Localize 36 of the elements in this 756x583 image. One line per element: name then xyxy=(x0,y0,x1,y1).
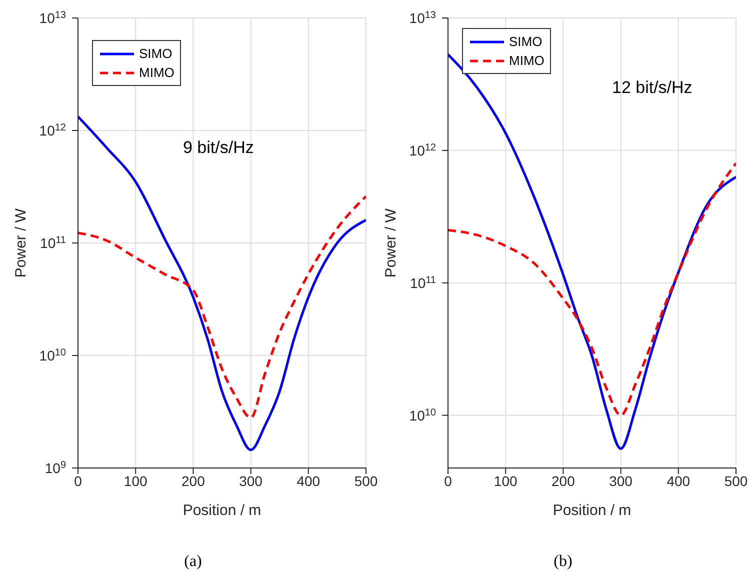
line-series xyxy=(78,115,366,452)
y-tick-label: 10$^{13}$ xyxy=(39,10,66,26)
line-series xyxy=(448,162,736,417)
x-tick-label: 500 xyxy=(354,472,378,489)
x-tick-label: 200 xyxy=(552,472,576,489)
y-tick-label: 10$^{10}$ xyxy=(39,347,66,364)
text: (a) xyxy=(183,553,203,571)
x-axis-title: Position / m xyxy=(182,502,262,519)
text: (b) xyxy=(552,553,574,571)
y-tick-label: 10$^{12}$ xyxy=(409,142,436,158)
y-tick-label: 10$^{9}$ xyxy=(44,460,66,476)
x-tick-label: 0 xyxy=(74,472,82,489)
y-tick-label: 10$^{10}$ xyxy=(409,406,436,424)
x-tick-label: 400 xyxy=(666,472,690,489)
y-axis-title: Power / W xyxy=(382,208,400,278)
legend-label: SIMO xyxy=(509,34,542,49)
y-tick-label: 10$^{11}$ xyxy=(410,274,436,291)
x-tick-label: 300 xyxy=(609,472,633,489)
legend-label: MIMO xyxy=(139,65,174,80)
legend-label: MIMO xyxy=(509,53,544,68)
annotation: 9 bit/s/Hz xyxy=(183,138,254,158)
x-tick-label: 200 xyxy=(182,472,206,489)
x-tick-label: 100 xyxy=(124,472,148,489)
line-series xyxy=(78,195,366,419)
y-tick-label: 10$^{13}$ xyxy=(409,10,436,26)
annotation: 12 bit/s/Hz xyxy=(612,78,692,98)
x-tick-label: 100 xyxy=(494,472,518,489)
y-tick-label: 10$^{11}$ xyxy=(40,234,66,251)
x-tick-label: 500 xyxy=(724,472,748,489)
x-tick-label: 300 xyxy=(239,472,263,489)
y-axis-title: Power / W xyxy=(12,208,30,278)
x-axis-title: Position / m xyxy=(552,502,632,519)
x-tick-label: 400 xyxy=(296,472,320,489)
legend-label: SIMO xyxy=(139,46,172,61)
y-tick-label: 10$^{12}$ xyxy=(39,122,66,138)
x-tick-label: 0 xyxy=(444,472,452,489)
